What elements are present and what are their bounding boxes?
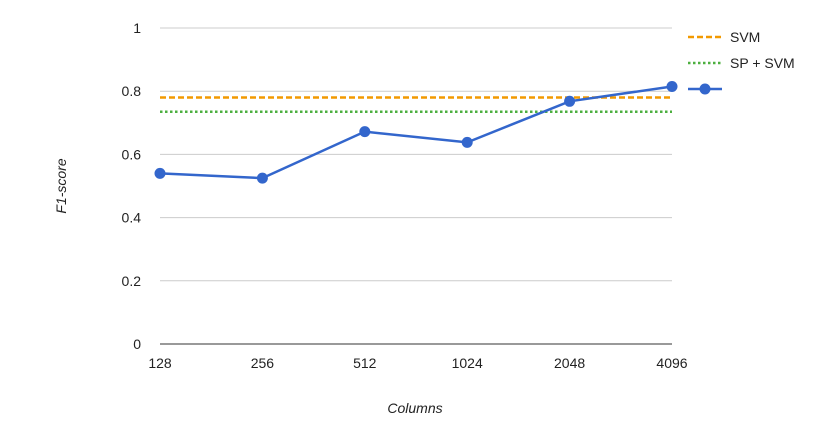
- x-tick-label: 256: [251, 355, 275, 371]
- y-tick-label: 0.8: [122, 83, 142, 99]
- data-point: [154, 167, 166, 179]
- y-tick-label: 0.2: [122, 273, 142, 289]
- x-tick-label: 128: [148, 355, 172, 371]
- legend-label-2: SP + SVM: [730, 55, 795, 71]
- series-group: [154, 80, 678, 184]
- y-axis-title: F1-score: [53, 158, 69, 213]
- x-tick-label: 2048: [554, 355, 585, 371]
- y-tick-label: 0.4: [122, 210, 142, 226]
- y-tick-label: 1: [133, 20, 141, 36]
- y-tick-labels: 0 0.2 0.4 0.6 0.8 1: [122, 20, 142, 352]
- x-tick-label: 512: [353, 355, 377, 371]
- data-point: [461, 136, 473, 148]
- x-axis-title: Columns: [387, 400, 442, 416]
- data-point: [564, 95, 576, 107]
- data-point: [666, 80, 678, 92]
- series-line-3: [159, 85, 673, 180]
- y-tick-label: 0: [133, 336, 141, 352]
- x-tick-labels: 128 256 512 1024 2048 4096: [148, 355, 687, 371]
- x-tick-label: 4096: [656, 355, 687, 371]
- legend-marker: [699, 83, 711, 95]
- data-point: [256, 172, 268, 184]
- data-point: [359, 126, 371, 138]
- x-tick-label: 1024: [452, 355, 483, 371]
- gridlines: [160, 27, 672, 345]
- y-tick-label: 0.6: [122, 146, 142, 162]
- legend-label-1: SVM: [730, 29, 760, 45]
- legend: SVM SP + SVM: [688, 29, 795, 95]
